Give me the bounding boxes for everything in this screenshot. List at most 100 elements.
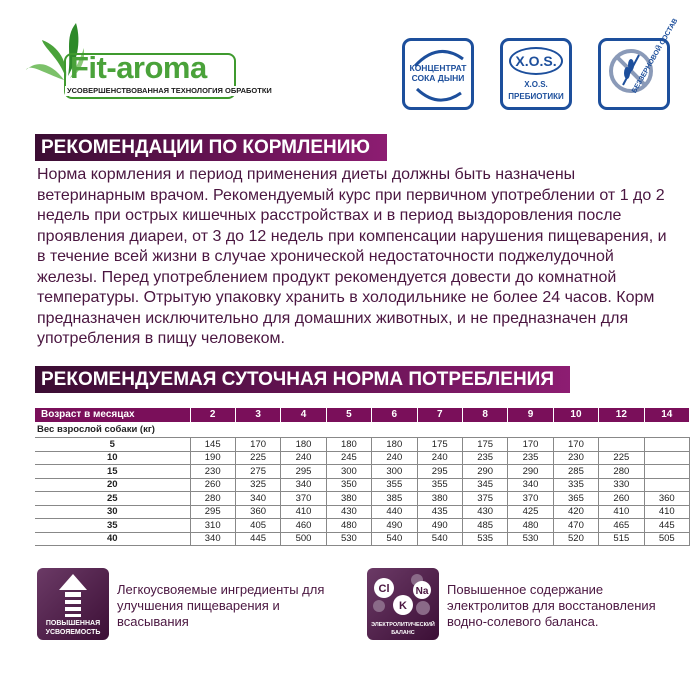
age-column-header: 9 bbox=[507, 407, 554, 422]
portion-cell bbox=[643, 477, 691, 492]
grain-free-badge: БЕЗЗЕРНОВОЙ СОСТАВ bbox=[598, 18, 679, 110]
potassium-label: K bbox=[399, 600, 407, 612]
weight-label: Вес взрослой собаки (кг) bbox=[37, 423, 155, 435]
electrolytes-icon: Cl Na K bbox=[373, 574, 431, 615]
portion-cell: 310 bbox=[189, 518, 236, 533]
portion-cell: 335 bbox=[552, 477, 600, 492]
portion-cell: 225 bbox=[234, 450, 282, 465]
portion-cell: 500 bbox=[280, 531, 327, 546]
portion-cell bbox=[643, 450, 691, 465]
table-row: 40 340 445 500 530 540 540 535 530 520 515 505 bbox=[35, 531, 691, 546]
badge-label: ПРЕБИОТИКИ bbox=[508, 92, 564, 101]
portion-cell: 295 bbox=[416, 464, 463, 479]
portion-cell: 340 bbox=[189, 531, 236, 546]
portion-cell: 515 bbox=[598, 531, 645, 546]
weight-cell: 5 bbox=[35, 437, 191, 452]
digestibility-text: Легкоусвояемые ингредиенты для улучшения… bbox=[117, 582, 325, 629]
age-column-header: 10 bbox=[553, 407, 600, 422]
table-row: 25 280 340 370 380 385 380 375 370 365 260 360 bbox=[35, 491, 691, 506]
no-grain-icon bbox=[609, 49, 653, 93]
feature-icon-label: БАЛАНС bbox=[391, 630, 415, 636]
age-column-header: 12 bbox=[598, 407, 645, 422]
portion-cell: 170 bbox=[234, 437, 282, 452]
portion-cell: 235 bbox=[461, 450, 509, 465]
portion-cell: 520 bbox=[552, 531, 600, 546]
table-row: 20 260 325 340 350 355 355 345 340 335 330 bbox=[35, 477, 691, 492]
portion-cell: 340 bbox=[234, 491, 282, 506]
portion-cell: 340 bbox=[280, 477, 327, 492]
table-row: 30 295 360 410 430 440 435 430 425 420 410 410 bbox=[35, 504, 691, 519]
daily-norm-table: Возраст в месяцах 2 3 4 5 6 7 8 9 10 12 14 Вес взро… bbox=[35, 407, 691, 547]
portion-cell: 290 bbox=[507, 464, 554, 479]
portion-cell: 420 bbox=[552, 504, 600, 519]
portion-cell: 170 bbox=[507, 437, 554, 452]
electrolyte-text: Повышенное содержание электролитов для в… bbox=[447, 582, 656, 629]
age-column-header: 2 bbox=[190, 407, 236, 422]
sodium-label: Na bbox=[416, 586, 429, 597]
portion-cell: 380 bbox=[325, 491, 373, 506]
portion-cell: 190 bbox=[189, 450, 236, 465]
weight-cell: 30 bbox=[35, 504, 191, 519]
portion-cell: 350 bbox=[325, 477, 373, 492]
age-column-header: 14 bbox=[644, 407, 691, 422]
leaf-icon bbox=[26, 23, 84, 80]
portion-cell: 490 bbox=[416, 518, 463, 533]
table-row: 35 310 405 460 480 490 490 485 480 470 465 445 bbox=[35, 518, 691, 533]
table-row: 15 230 275 295 300 300 295 290 290 285 280 bbox=[35, 464, 691, 479]
feeding-recommendations-text: Норма кормления и период применения диет… bbox=[37, 166, 667, 347]
portion-cell bbox=[643, 437, 691, 452]
table-row: 5 145 170 180 180 180 175 175 170 170 bbox=[35, 437, 691, 452]
portion-cell: 540 bbox=[371, 531, 418, 546]
weight-cell: 35 bbox=[35, 518, 191, 533]
portion-cell: 175 bbox=[461, 437, 509, 452]
age-column-header: 5 bbox=[326, 407, 373, 422]
age-column-header: 8 bbox=[462, 407, 509, 422]
feeding-recommendations-heading: РЕКОМЕНДАЦИИ ПО КОРМЛЕНИЮ bbox=[35, 134, 387, 161]
weight-cell: 15 bbox=[35, 464, 191, 479]
age-column-header: 7 bbox=[417, 407, 463, 422]
feature-electrolytes: Cl Na K ЭЛЕКТРОЛИТИЧЕСКИЙ БАЛАНС Повышен… bbox=[367, 568, 687, 640]
portion-cell: 410 bbox=[598, 504, 645, 519]
portion-cell: 370 bbox=[507, 491, 554, 506]
portion-cell: 530 bbox=[507, 531, 554, 546]
age-header: Возраст в месяцах bbox=[35, 407, 191, 422]
portion-cell: 445 bbox=[234, 531, 282, 546]
portion-cell: 380 bbox=[416, 491, 463, 506]
portion-cell: 285 bbox=[552, 464, 600, 479]
portion-cell: 230 bbox=[189, 464, 236, 479]
badge-big-label: X.O.S. bbox=[509, 47, 563, 75]
feature-icon-label: ПОВЫШЕННАЯ bbox=[45, 620, 101, 627]
daily-norm-heading: РЕКОМЕНДУЕМАЯ СУТОЧНАЯ НОРМА ПОТРЕБЛЕНИЯ bbox=[35, 365, 570, 393]
portion-cell: 355 bbox=[371, 477, 418, 492]
features-row: ПОВЫШЕННАЯ УСВОЯЕМОСТЬ Легкоусвояемые ин… bbox=[37, 568, 690, 640]
portion-cell: 340 bbox=[507, 477, 554, 492]
portion-cell: 295 bbox=[189, 504, 236, 519]
portion-cell: 370 bbox=[280, 491, 327, 506]
portion-cell: 300 bbox=[371, 464, 418, 479]
portion-cell: 180 bbox=[280, 437, 327, 452]
portion-cell: 345 bbox=[461, 477, 509, 492]
portion-cell: 230 bbox=[552, 450, 600, 465]
portion-cell: 425 bbox=[507, 504, 554, 519]
age-column-header: 3 bbox=[235, 407, 282, 422]
xos-prebiotics-badge: X.O.S. X.O.S. ПРЕБИОТИКИ bbox=[500, 38, 572, 110]
portion-cell: 355 bbox=[416, 477, 463, 492]
portion-cell: 175 bbox=[416, 437, 463, 452]
portion-cell: 360 bbox=[234, 504, 282, 519]
portion-cell: 365 bbox=[552, 491, 600, 506]
portion-cell: 465 bbox=[598, 518, 645, 533]
portion-cell: 330 bbox=[598, 477, 645, 492]
age-column-header: 6 bbox=[371, 407, 418, 422]
digestibility-icon: ПОВЫШЕННАЯ УСВОЯЕМОСТЬ bbox=[37, 568, 109, 640]
content-column: РЕКОМЕНДАЦИИ ПО КОРМЛЕНИЮ Норма кормлени… bbox=[35, 134, 691, 640]
portion-cell: 430 bbox=[325, 504, 373, 519]
portion-cell: 225 bbox=[598, 450, 645, 465]
portion-cell: 490 bbox=[371, 518, 418, 533]
feature-icon-label: УСВОЯЕМОСТЬ bbox=[45, 629, 101, 636]
portion-cell: 240 bbox=[416, 450, 463, 465]
weight-cell: 40 bbox=[35, 531, 191, 546]
portion-cell: 240 bbox=[280, 450, 327, 465]
portion-cell: 435 bbox=[416, 504, 463, 519]
portion-cell: 440 bbox=[371, 504, 418, 519]
portion-cell: 245 bbox=[325, 450, 373, 465]
